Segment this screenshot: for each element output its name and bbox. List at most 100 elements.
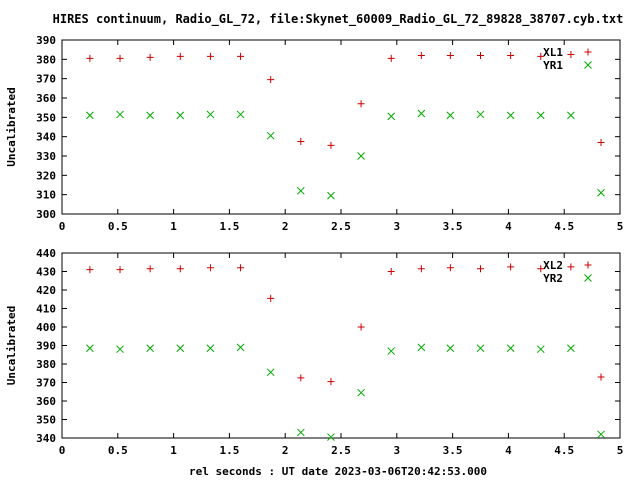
data-point <box>417 343 426 352</box>
data-point <box>567 111 575 120</box>
data-point <box>387 268 395 275</box>
legend-marker <box>584 48 592 56</box>
x-tick-label: 2 <box>282 444 289 457</box>
y-tick-label: 420 <box>36 284 56 297</box>
series-yr2 <box>86 343 605 441</box>
data-point <box>266 368 275 377</box>
y-tick-label: 430 <box>36 266 56 279</box>
y-tick-label: 330 <box>36 150 56 163</box>
data-point <box>506 111 515 120</box>
data-point <box>476 110 485 119</box>
bottom-plot: 0 0.5 1 1.5 2 2.5 3 3.5 4 4.5 5 340 350 360 370 380 390 4… <box>5 247 623 457</box>
data-point <box>237 52 245 60</box>
data-point <box>206 264 214 272</box>
data-point <box>116 345 124 354</box>
x-tick-label: 0.5 <box>108 444 128 457</box>
data-point <box>267 294 275 302</box>
x-tick-label: 5 <box>617 220 624 233</box>
y-axis-label: Uncalibrated <box>5 87 18 166</box>
data-point <box>86 54 94 62</box>
data-point <box>327 191 335 200</box>
legend-label: XL1 <box>543 46 563 59</box>
x-tick-label: 4 <box>505 444 512 457</box>
data-point <box>446 344 455 353</box>
data-point <box>206 52 214 60</box>
data-point <box>387 112 396 121</box>
data-point <box>477 265 484 273</box>
y-tick-label: 320 <box>36 169 56 182</box>
y-tick-label: 360 <box>36 92 56 105</box>
y-tick-label: 300 <box>36 208 56 221</box>
data-point <box>477 51 484 59</box>
x-tick-label: 3 <box>393 220 400 233</box>
data-point <box>536 111 545 120</box>
y-tick-label: 400 <box>36 321 56 334</box>
data-point <box>597 430 605 439</box>
data-point <box>146 111 155 120</box>
data-point <box>267 76 275 84</box>
y-tick-label: 390 <box>36 34 56 47</box>
series-xl2 <box>86 263 605 386</box>
x-tick-label: 1 <box>170 444 177 457</box>
data-point <box>597 188 605 197</box>
data-point <box>86 111 94 120</box>
x-tick-label: 1 <box>170 220 177 233</box>
data-point <box>417 51 425 59</box>
data-point <box>387 347 396 355</box>
data-point <box>567 263 575 271</box>
y-tick-label: 310 <box>36 189 56 202</box>
data-point <box>597 373 605 381</box>
data-point <box>446 51 454 59</box>
data-point <box>237 264 245 272</box>
x-tick-label: 1.5 <box>219 444 239 457</box>
y-tick-label: 370 <box>36 73 56 86</box>
data-point <box>537 265 545 273</box>
data-point <box>86 266 94 274</box>
data-point <box>116 266 124 274</box>
data-point <box>507 51 515 59</box>
data-point <box>146 344 155 353</box>
x-tick-label: 2.5 <box>331 444 351 457</box>
data-point <box>176 344 185 353</box>
data-point <box>327 378 335 386</box>
series-yr1 <box>86 109 605 200</box>
page-title: HIRES continuum, Radio_GL_72, file:Skyne… <box>53 12 624 27</box>
x-tick-label: 0 <box>59 220 66 233</box>
legend-marker <box>584 61 592 69</box>
legend-marker <box>584 274 592 282</box>
x-axis-label: rel seconds : UT date 2023-03-06T20:42:5… <box>189 465 487 478</box>
legend-label: YR2 <box>543 272 563 285</box>
series-xl1 <box>86 51 605 149</box>
x-tick-label: 4.5 <box>554 220 574 233</box>
data-point <box>537 52 545 60</box>
x-tick-label: 1.5 <box>219 220 239 233</box>
data-point <box>116 54 124 62</box>
data-point <box>597 138 605 146</box>
data-point <box>116 110 124 119</box>
data-point <box>206 344 215 353</box>
data-point <box>357 152 365 160</box>
x-tick-label: 4.5 <box>554 444 574 457</box>
data-point <box>327 433 335 441</box>
data-point <box>417 109 426 118</box>
data-point <box>476 344 485 353</box>
data-point <box>446 111 455 120</box>
legend-label: XL2 <box>543 259 563 272</box>
data-point <box>297 374 305 382</box>
y-tick-label: 340 <box>36 432 56 445</box>
y-tick-label: 390 <box>36 340 56 353</box>
data-point <box>297 138 305 145</box>
data-point <box>567 344 575 353</box>
data-point <box>327 141 335 149</box>
legend-label: YR1 <box>543 59 563 72</box>
data-point <box>236 110 245 119</box>
data-point <box>296 428 305 437</box>
data-point <box>236 343 245 352</box>
x-tick-label: 0 <box>59 444 66 457</box>
x-tick-label: 3 <box>393 444 400 457</box>
data-point <box>446 264 454 272</box>
y-tick-label: 370 <box>36 377 56 390</box>
y-tick-label: 410 <box>36 303 56 316</box>
data-point <box>176 265 184 273</box>
y-tick-label: 380 <box>36 53 56 66</box>
